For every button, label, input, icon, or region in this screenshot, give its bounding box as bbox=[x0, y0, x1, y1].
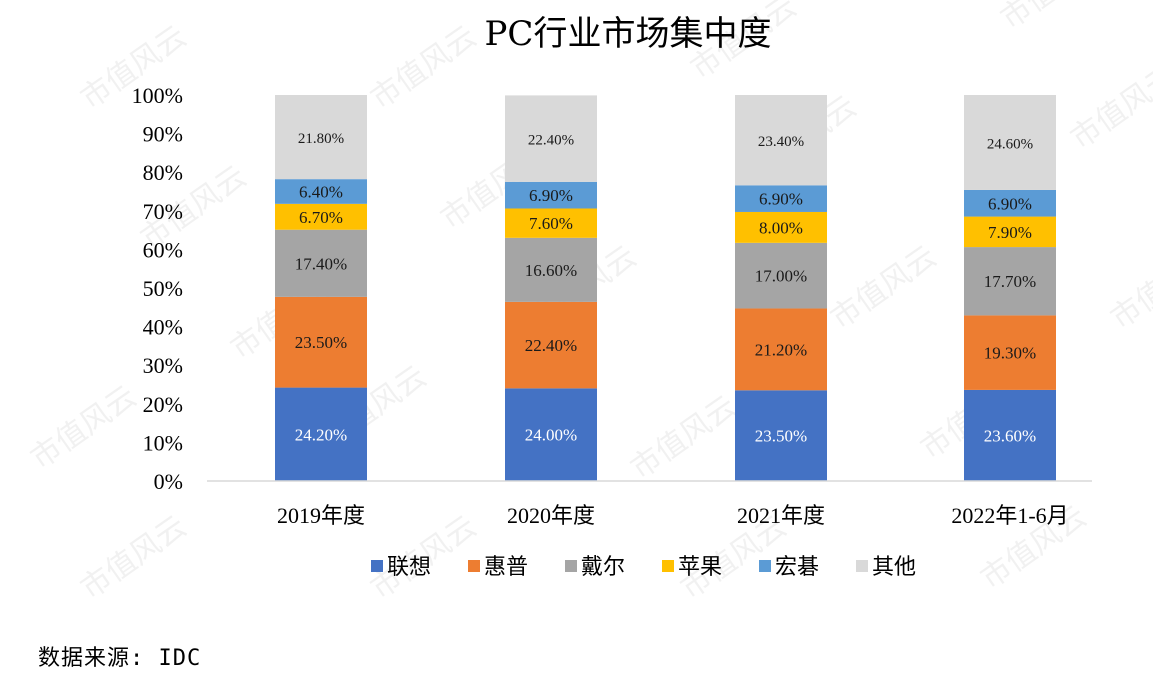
legend-label: 戴尔 bbox=[581, 555, 625, 580]
data-label: 24.20% bbox=[295, 425, 347, 444]
bar-segment bbox=[505, 237, 597, 302]
legend-swatch bbox=[371, 560, 383, 572]
bar-segment bbox=[964, 216, 1056, 248]
data-label: 6.40% bbox=[299, 183, 343, 202]
watermark-text: 市值风云 bbox=[365, 19, 483, 116]
y-tick-label: 60% bbox=[143, 237, 183, 262]
y-tick-label: 40% bbox=[143, 315, 183, 340]
x-category-label: 2022年1-6月 bbox=[951, 503, 1068, 528]
bar-segment bbox=[964, 189, 1056, 217]
bar-segment bbox=[275, 296, 367, 388]
x-category-label: 2019年度 bbox=[277, 503, 365, 528]
data-label: 6.90% bbox=[759, 190, 803, 209]
data-label: 17.00% bbox=[755, 267, 807, 286]
x-category-label: 2021年度 bbox=[737, 503, 825, 528]
data-label: 21.80% bbox=[298, 131, 344, 147]
y-axis: 0% 10% 20% 30% 40% 50% 60% 70% 80% 90% 100% bbox=[132, 83, 183, 494]
data-label: 19.30% bbox=[984, 344, 1036, 363]
watermark-text: 市值风云 bbox=[75, 509, 193, 606]
bar-segment bbox=[505, 181, 597, 209]
data-label: 7.60% bbox=[529, 214, 573, 233]
data-label: 22.40% bbox=[528, 133, 574, 149]
legend: 联想 惠普 戴尔 苹果 宏碁 其他 bbox=[371, 555, 916, 580]
source-note: 数据来源: IDC bbox=[38, 646, 202, 671]
legend-swatch bbox=[759, 560, 771, 572]
legend-label: 宏碁 bbox=[775, 555, 819, 580]
bar-segment bbox=[735, 242, 827, 309]
data-label: 17.70% bbox=[984, 272, 1036, 291]
bars: 24.20% 23.50% 17.40% 6.70% 6.40% 21.80% 24.00%… bbox=[275, 95, 1056, 481]
legend-swatch bbox=[662, 560, 674, 572]
bar-segment bbox=[505, 301, 597, 389]
legend-swatch bbox=[565, 560, 577, 572]
bar-segment bbox=[505, 388, 597, 481]
data-label: 17.40% bbox=[295, 254, 347, 273]
watermark-text: 市值风云 bbox=[25, 379, 143, 476]
watermark-text: 市值风云 bbox=[995, 0, 1113, 37]
bar-segment bbox=[735, 95, 827, 186]
data-label: 16.60% bbox=[525, 261, 577, 280]
data-label: 6.90% bbox=[988, 194, 1032, 213]
watermark-text: 市值风云 bbox=[825, 239, 943, 336]
y-tick-label: 70% bbox=[143, 199, 183, 224]
y-tick-label: 50% bbox=[143, 276, 183, 301]
watermark-text: 市值风云 bbox=[1105, 239, 1153, 336]
legend-swatch bbox=[468, 560, 480, 572]
y-tick-label: 90% bbox=[143, 122, 183, 147]
bar-segment bbox=[735, 390, 827, 481]
y-tick-label: 100% bbox=[132, 83, 183, 108]
legend-label: 惠普 bbox=[484, 555, 528, 580]
bar-segment bbox=[505, 208, 597, 238]
watermark-text: 市值风云 bbox=[1065, 59, 1153, 156]
legend-label: 苹果 bbox=[678, 555, 722, 580]
bar-segment bbox=[735, 211, 827, 243]
bar-segment bbox=[964, 247, 1056, 316]
watermark-text: 市值风云 bbox=[625, 389, 743, 486]
bar-segment bbox=[275, 229, 367, 297]
data-label: 23.60% bbox=[984, 426, 1036, 445]
data-label: 23.50% bbox=[295, 333, 347, 352]
bar-segment bbox=[735, 185, 827, 212]
bar-segment bbox=[275, 387, 367, 481]
data-label: 6.70% bbox=[299, 208, 343, 227]
data-label: 23.40% bbox=[758, 134, 804, 150]
bar-segment bbox=[275, 95, 367, 180]
data-label: 8.00% bbox=[759, 218, 803, 237]
x-axis: 2019年度 2020年度 2021年度 2022年1-6月 bbox=[277, 503, 1069, 528]
data-label: 22.40% bbox=[525, 336, 577, 355]
data-label: 7.90% bbox=[988, 223, 1032, 242]
y-tick-label: 20% bbox=[143, 392, 183, 417]
data-label: 23.50% bbox=[755, 427, 807, 446]
legend-label: 其他 bbox=[872, 555, 916, 580]
data-label: 24.60% bbox=[987, 136, 1033, 152]
bar-segment bbox=[964, 315, 1056, 390]
y-tick-label: 0% bbox=[154, 469, 183, 494]
x-category-label: 2020年度 bbox=[507, 503, 595, 528]
bar-segment bbox=[275, 179, 367, 204]
bar-segment bbox=[505, 95, 597, 182]
bar-segment bbox=[735, 308, 827, 391]
bar-segment bbox=[964, 95, 1056, 190]
y-tick-label: 80% bbox=[143, 160, 183, 185]
y-tick-label: 30% bbox=[143, 353, 183, 378]
data-label: 24.00% bbox=[525, 426, 577, 445]
bar-segment bbox=[275, 203, 367, 230]
legend-label: 联想 bbox=[387, 555, 431, 580]
bar-segment bbox=[964, 389, 1056, 481]
y-tick-label: 10% bbox=[143, 430, 183, 455]
data-label: 6.90% bbox=[529, 186, 573, 205]
chart-title: PC行业市场集中度 bbox=[485, 14, 772, 54]
data-label: 21.20% bbox=[755, 340, 807, 359]
legend-swatch bbox=[856, 560, 868, 572]
